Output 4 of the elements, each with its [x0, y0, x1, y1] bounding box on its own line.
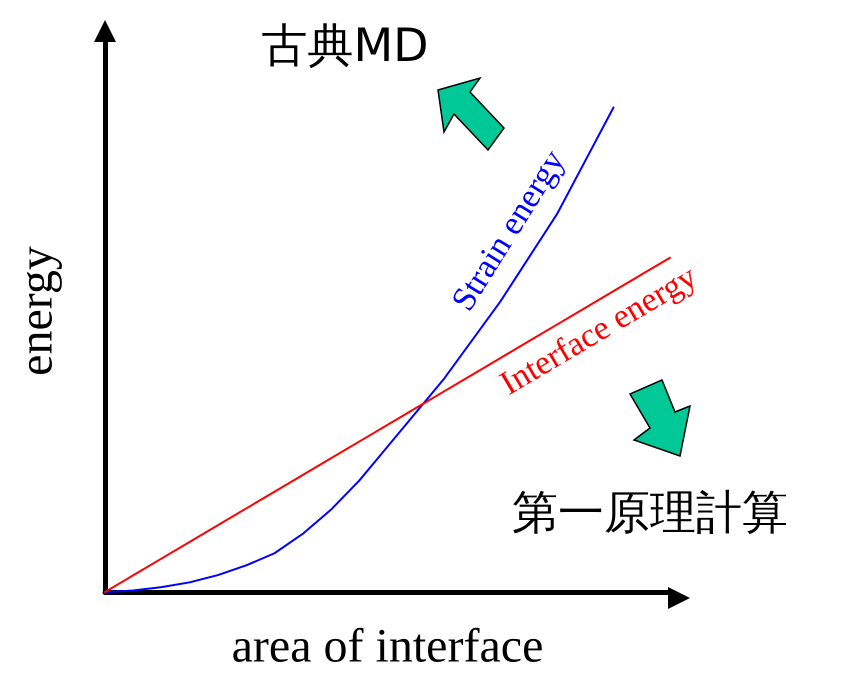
x-axis-title: area of interface: [232, 620, 544, 672]
annotation: 第一原理計算: [512, 485, 788, 539]
text: 古典MD: [261, 18, 429, 72]
y-axis-title: energy: [10, 246, 62, 376]
